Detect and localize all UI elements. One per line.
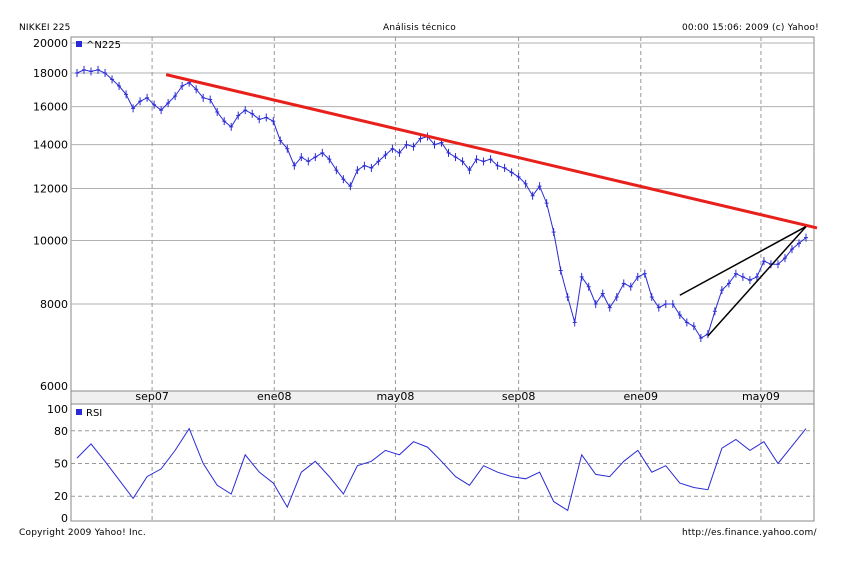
price-bars bbox=[75, 65, 808, 343]
price-tick-label: 16000 bbox=[33, 101, 68, 114]
price-tick-label: 6000 bbox=[40, 380, 68, 393]
date-tick-label: may08 bbox=[376, 390, 414, 403]
price-tick-label: 18000 bbox=[33, 67, 68, 80]
rsi-tick-label: 50 bbox=[54, 458, 68, 471]
rsi-panel-frame bbox=[70, 403, 815, 522]
copyright-text: Copyright 2009 Yahoo! Inc. bbox=[19, 528, 146, 538]
source-url: http://es.finance.yahoo.com/ bbox=[682, 528, 817, 538]
price-tick-label: 12000 bbox=[33, 183, 68, 196]
chart-symbol: NIKKEI 225 bbox=[19, 23, 71, 33]
rsi-tick-label: 0 bbox=[61, 512, 68, 525]
price-tick-label: 20000 bbox=[33, 37, 68, 50]
date-axis-band bbox=[70, 390, 815, 405]
rsi-series-line bbox=[76, 427, 807, 512]
wedge-trendline bbox=[679, 225, 807, 296]
date-tick-label: may09 bbox=[742, 390, 780, 403]
rsi-tick-label: 100 bbox=[47, 403, 68, 416]
resistance-trendline bbox=[165, 73, 818, 230]
price-series-line bbox=[76, 69, 807, 339]
price-tick-label: 8000 bbox=[40, 298, 68, 311]
chart-title: Análisis técnico bbox=[383, 23, 456, 33]
date-tick-label: ene09 bbox=[624, 390, 659, 403]
price-tick-label: 10000 bbox=[33, 234, 68, 247]
date-tick-label: ene08 bbox=[257, 390, 292, 403]
rsi-tick-label: 20 bbox=[54, 490, 68, 503]
chart-timestamp: 00:00 15:06: 2009 (c) Yahoo! bbox=[682, 23, 819, 33]
date-tick-label: sep08 bbox=[502, 390, 535, 403]
price-legend-swatch bbox=[76, 41, 82, 47]
date-tick-label: sep07 bbox=[135, 390, 168, 403]
rsi-legend-swatch bbox=[76, 409, 82, 415]
rsi-legend-label: RSI bbox=[86, 408, 102, 419]
price-tick-label: 14000 bbox=[33, 139, 68, 152]
price-legend-label: ^N225 bbox=[86, 40, 121, 51]
rsi-tick-label: 80 bbox=[54, 425, 68, 438]
wedge-trendline bbox=[707, 226, 807, 337]
